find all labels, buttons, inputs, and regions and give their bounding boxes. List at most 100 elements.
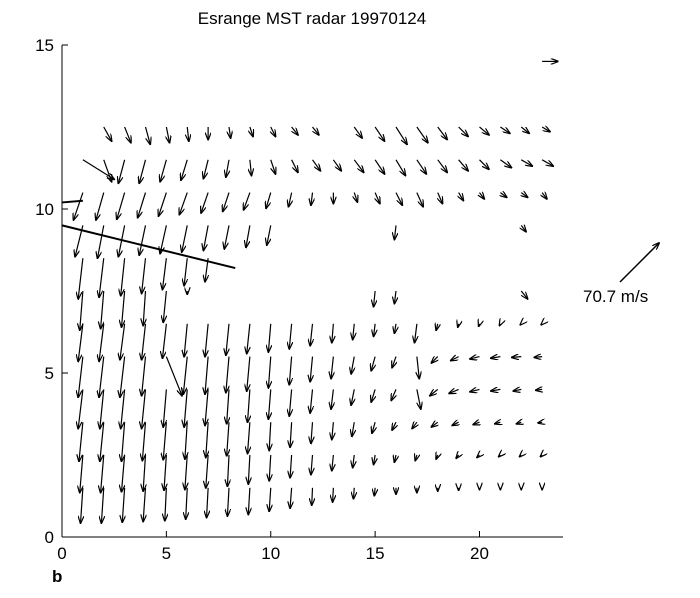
wind-arrow bbox=[331, 389, 333, 409]
wind-arrow bbox=[520, 324, 521, 325]
wind-arrow bbox=[353, 487, 354, 499]
wind-arrow bbox=[142, 258, 147, 293]
wind-arrow bbox=[203, 159, 209, 179]
wind-arrow bbox=[248, 487, 250, 515]
wind-arrow bbox=[415, 323, 417, 343]
wind-arrow bbox=[374, 323, 376, 336]
wind-arrow bbox=[142, 323, 147, 360]
wind-arrow bbox=[331, 356, 333, 379]
wind-arrow bbox=[247, 356, 251, 391]
wind-arrow bbox=[187, 126, 189, 141]
wind-arrow bbox=[78, 389, 84, 428]
wind-arrow bbox=[80, 454, 84, 492]
wind-arrow bbox=[247, 323, 251, 354]
wind-arrow bbox=[372, 422, 375, 433]
wind-arrow bbox=[139, 159, 147, 183]
wind-arrow bbox=[541, 127, 550, 132]
wind-arrow bbox=[121, 389, 126, 428]
wind-arrow bbox=[120, 323, 126, 360]
wind-arrow bbox=[100, 389, 105, 428]
wind-arrow bbox=[186, 487, 188, 519]
y-tick-label: 5 bbox=[45, 364, 54, 383]
wind-arrow bbox=[184, 323, 188, 357]
wind-arrow bbox=[438, 192, 443, 204]
wind-arrow bbox=[271, 126, 276, 136]
wind-arrow bbox=[205, 323, 209, 357]
wind-arrow bbox=[138, 192, 147, 218]
wind-arrow bbox=[470, 389, 480, 391]
wind-arrow bbox=[101, 454, 105, 492]
wind-arrow bbox=[118, 159, 126, 183]
wind-arrow bbox=[292, 126, 298, 135]
wind-arrow bbox=[449, 389, 459, 393]
wind-arrow bbox=[520, 159, 532, 166]
wind-arrow bbox=[437, 159, 447, 172]
wind-arrow bbox=[521, 225, 526, 231]
wind-arrow bbox=[206, 422, 208, 457]
x-tick-label: 5 bbox=[162, 544, 171, 563]
wind-arrow bbox=[78, 323, 84, 361]
wind-arrow bbox=[99, 356, 105, 398]
wind-arrow bbox=[159, 192, 167, 216]
wind-arrow bbox=[310, 323, 312, 346]
wind-arrow bbox=[268, 356, 270, 388]
chart-title: Esrange MST radar 19970124 bbox=[198, 9, 426, 28]
wind-arrow bbox=[163, 290, 167, 322]
wind-arrow bbox=[512, 357, 522, 358]
wind-arrow bbox=[165, 356, 182, 396]
wind-arrow bbox=[122, 487, 124, 522]
wind-arrow bbox=[179, 192, 188, 215]
wind-arrow bbox=[394, 323, 396, 333]
wind-arrow bbox=[353, 323, 355, 340]
wind-arrow bbox=[353, 454, 355, 467]
wind-arrow bbox=[415, 455, 417, 460]
wind-arrow bbox=[536, 389, 542, 390]
wind-arrow bbox=[98, 225, 105, 258]
wind-arrow bbox=[289, 389, 291, 416]
wind-arrow bbox=[479, 324, 480, 326]
wind-arrow bbox=[291, 159, 298, 172]
wind-arrow bbox=[143, 454, 145, 491]
wind-arrow bbox=[456, 455, 458, 458]
wind-arrow bbox=[310, 389, 312, 412]
wind-arrow bbox=[473, 422, 479, 424]
wind-arrow bbox=[353, 159, 363, 172]
x-tick-label: 0 bbox=[57, 544, 66, 563]
wind-arrow bbox=[520, 455, 522, 457]
wind-arrow bbox=[395, 159, 405, 176]
wind-arrow bbox=[185, 454, 187, 489]
wind-arrow bbox=[164, 454, 166, 490]
wind-arrow bbox=[477, 455, 479, 457]
wind-arrow bbox=[451, 357, 459, 361]
x-tick-label: 20 bbox=[470, 544, 489, 563]
wind-arrow bbox=[244, 192, 251, 210]
wind-arrow bbox=[144, 126, 151, 144]
wind-arrow bbox=[290, 454, 292, 478]
wind-arrow bbox=[394, 225, 396, 239]
wind-arrow bbox=[311, 192, 313, 205]
wind-arrow bbox=[139, 225, 147, 255]
wind-arrow bbox=[248, 422, 250, 453]
wind-arrow bbox=[436, 324, 438, 330]
wind-arrow bbox=[205, 389, 209, 425]
wind-arrow bbox=[500, 126, 509, 133]
wind-arrow bbox=[142, 356, 147, 396]
wind-arrow bbox=[165, 487, 167, 521]
wind-arrow bbox=[458, 126, 468, 136]
wind-arrow bbox=[541, 324, 542, 325]
wind-arrow bbox=[416, 126, 428, 143]
wind-arrow bbox=[223, 192, 230, 212]
wind-arrow bbox=[205, 356, 209, 394]
wind-arrow bbox=[392, 356, 396, 368]
wind-arrow bbox=[229, 126, 231, 138]
wind-arrow bbox=[416, 192, 423, 207]
wind-arrow bbox=[79, 422, 84, 461]
wind-arrow bbox=[520, 127, 529, 133]
wind-arrow bbox=[103, 126, 112, 141]
wind-arrow bbox=[226, 159, 229, 177]
wind-arrow bbox=[521, 193, 527, 198]
wind-arrow bbox=[479, 159, 489, 169]
wind-arrow bbox=[121, 258, 126, 295]
wind-arrow bbox=[163, 389, 167, 426]
